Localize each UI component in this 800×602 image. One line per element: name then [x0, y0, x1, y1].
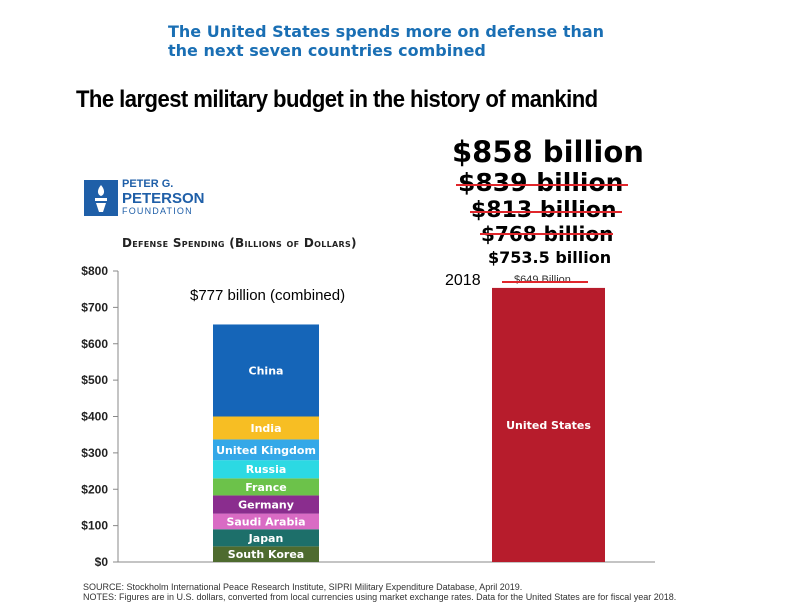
struck-amount-2: $813 billion: [471, 198, 617, 223]
bar-segment-south-korea: [213, 546, 319, 562]
bar-label-india: India: [251, 422, 282, 435]
chart-subtitle: The United States spends more on defense…: [168, 22, 605, 60]
y-tick-label: $100: [81, 519, 108, 533]
year-label: 2018: [445, 272, 481, 289]
bar-label-germany: Germany: [238, 499, 294, 512]
y-tick-label: $800: [81, 264, 108, 278]
bar-segment-united-states: [492, 287, 605, 562]
logo-line-3: FOUNDATION: [122, 206, 193, 216]
combined-total-label: $777 billion (combined): [190, 287, 346, 304]
chart-title: Defense Spending (Billions of Dollars): [122, 236, 357, 250]
bar-segment-russia: [213, 460, 319, 479]
bar-label-japan: Japan: [248, 532, 284, 545]
plain-amount-label: $753.5 billion: [488, 248, 612, 267]
bar-segment-france: [213, 478, 319, 496]
current-amount-label: $858 billion: [452, 135, 644, 169]
y-tick-label: $600: [81, 337, 108, 351]
logo-line-2: PETERSON: [122, 190, 205, 207]
bar-label-china: China: [249, 364, 284, 377]
source-note: SOURCE: Stockholm International Peace Re…: [83, 582, 523, 592]
bar-label-united-kingdom: United Kingdom: [216, 444, 316, 457]
struck-amount-1: $839 billion: [458, 168, 624, 197]
strike-line-4: [502, 281, 588, 283]
logo-line-1: PETER G.: [122, 178, 174, 190]
bar-label-saudi-arabia: Saudi Arabia: [226, 515, 305, 528]
y-tick-label: $700: [81, 300, 108, 314]
bar-segment-india: [213, 416, 319, 440]
bar-segment-united-kingdom: [213, 439, 319, 461]
old-amount-label: $649 Billion: [514, 274, 571, 286]
strike-line-1: [456, 184, 628, 186]
peterson-foundation-logo: PETER G. PETERSON FOUNDATION: [84, 178, 224, 218]
y-tick-label: $500: [81, 373, 108, 387]
bar-label-south-korea: South Korea: [228, 548, 304, 561]
y-tick-label: $300: [81, 446, 108, 460]
bar-segment-japan: [213, 529, 319, 547]
strike-line-3: [480, 233, 613, 235]
y-tick-label: $200: [81, 482, 108, 496]
bar-segment-germany: [213, 495, 319, 514]
bar-segment-saudi-arabia: [213, 513, 319, 530]
bar-label-russia: Russia: [246, 463, 287, 476]
headline: The largest military budget in the histo…: [76, 86, 598, 113]
bar-segment-china: [213, 324, 319, 417]
bar-label-united-states: United States: [506, 419, 591, 432]
y-tick-label: $0: [95, 555, 109, 569]
torch-icon: [84, 180, 118, 216]
strike-line-2: [470, 211, 622, 213]
y-tick-label: $400: [81, 410, 108, 424]
notes-line: NOTES: Figures are in U.S. dollars, conv…: [83, 592, 677, 602]
bar-label-france: France: [245, 481, 286, 494]
